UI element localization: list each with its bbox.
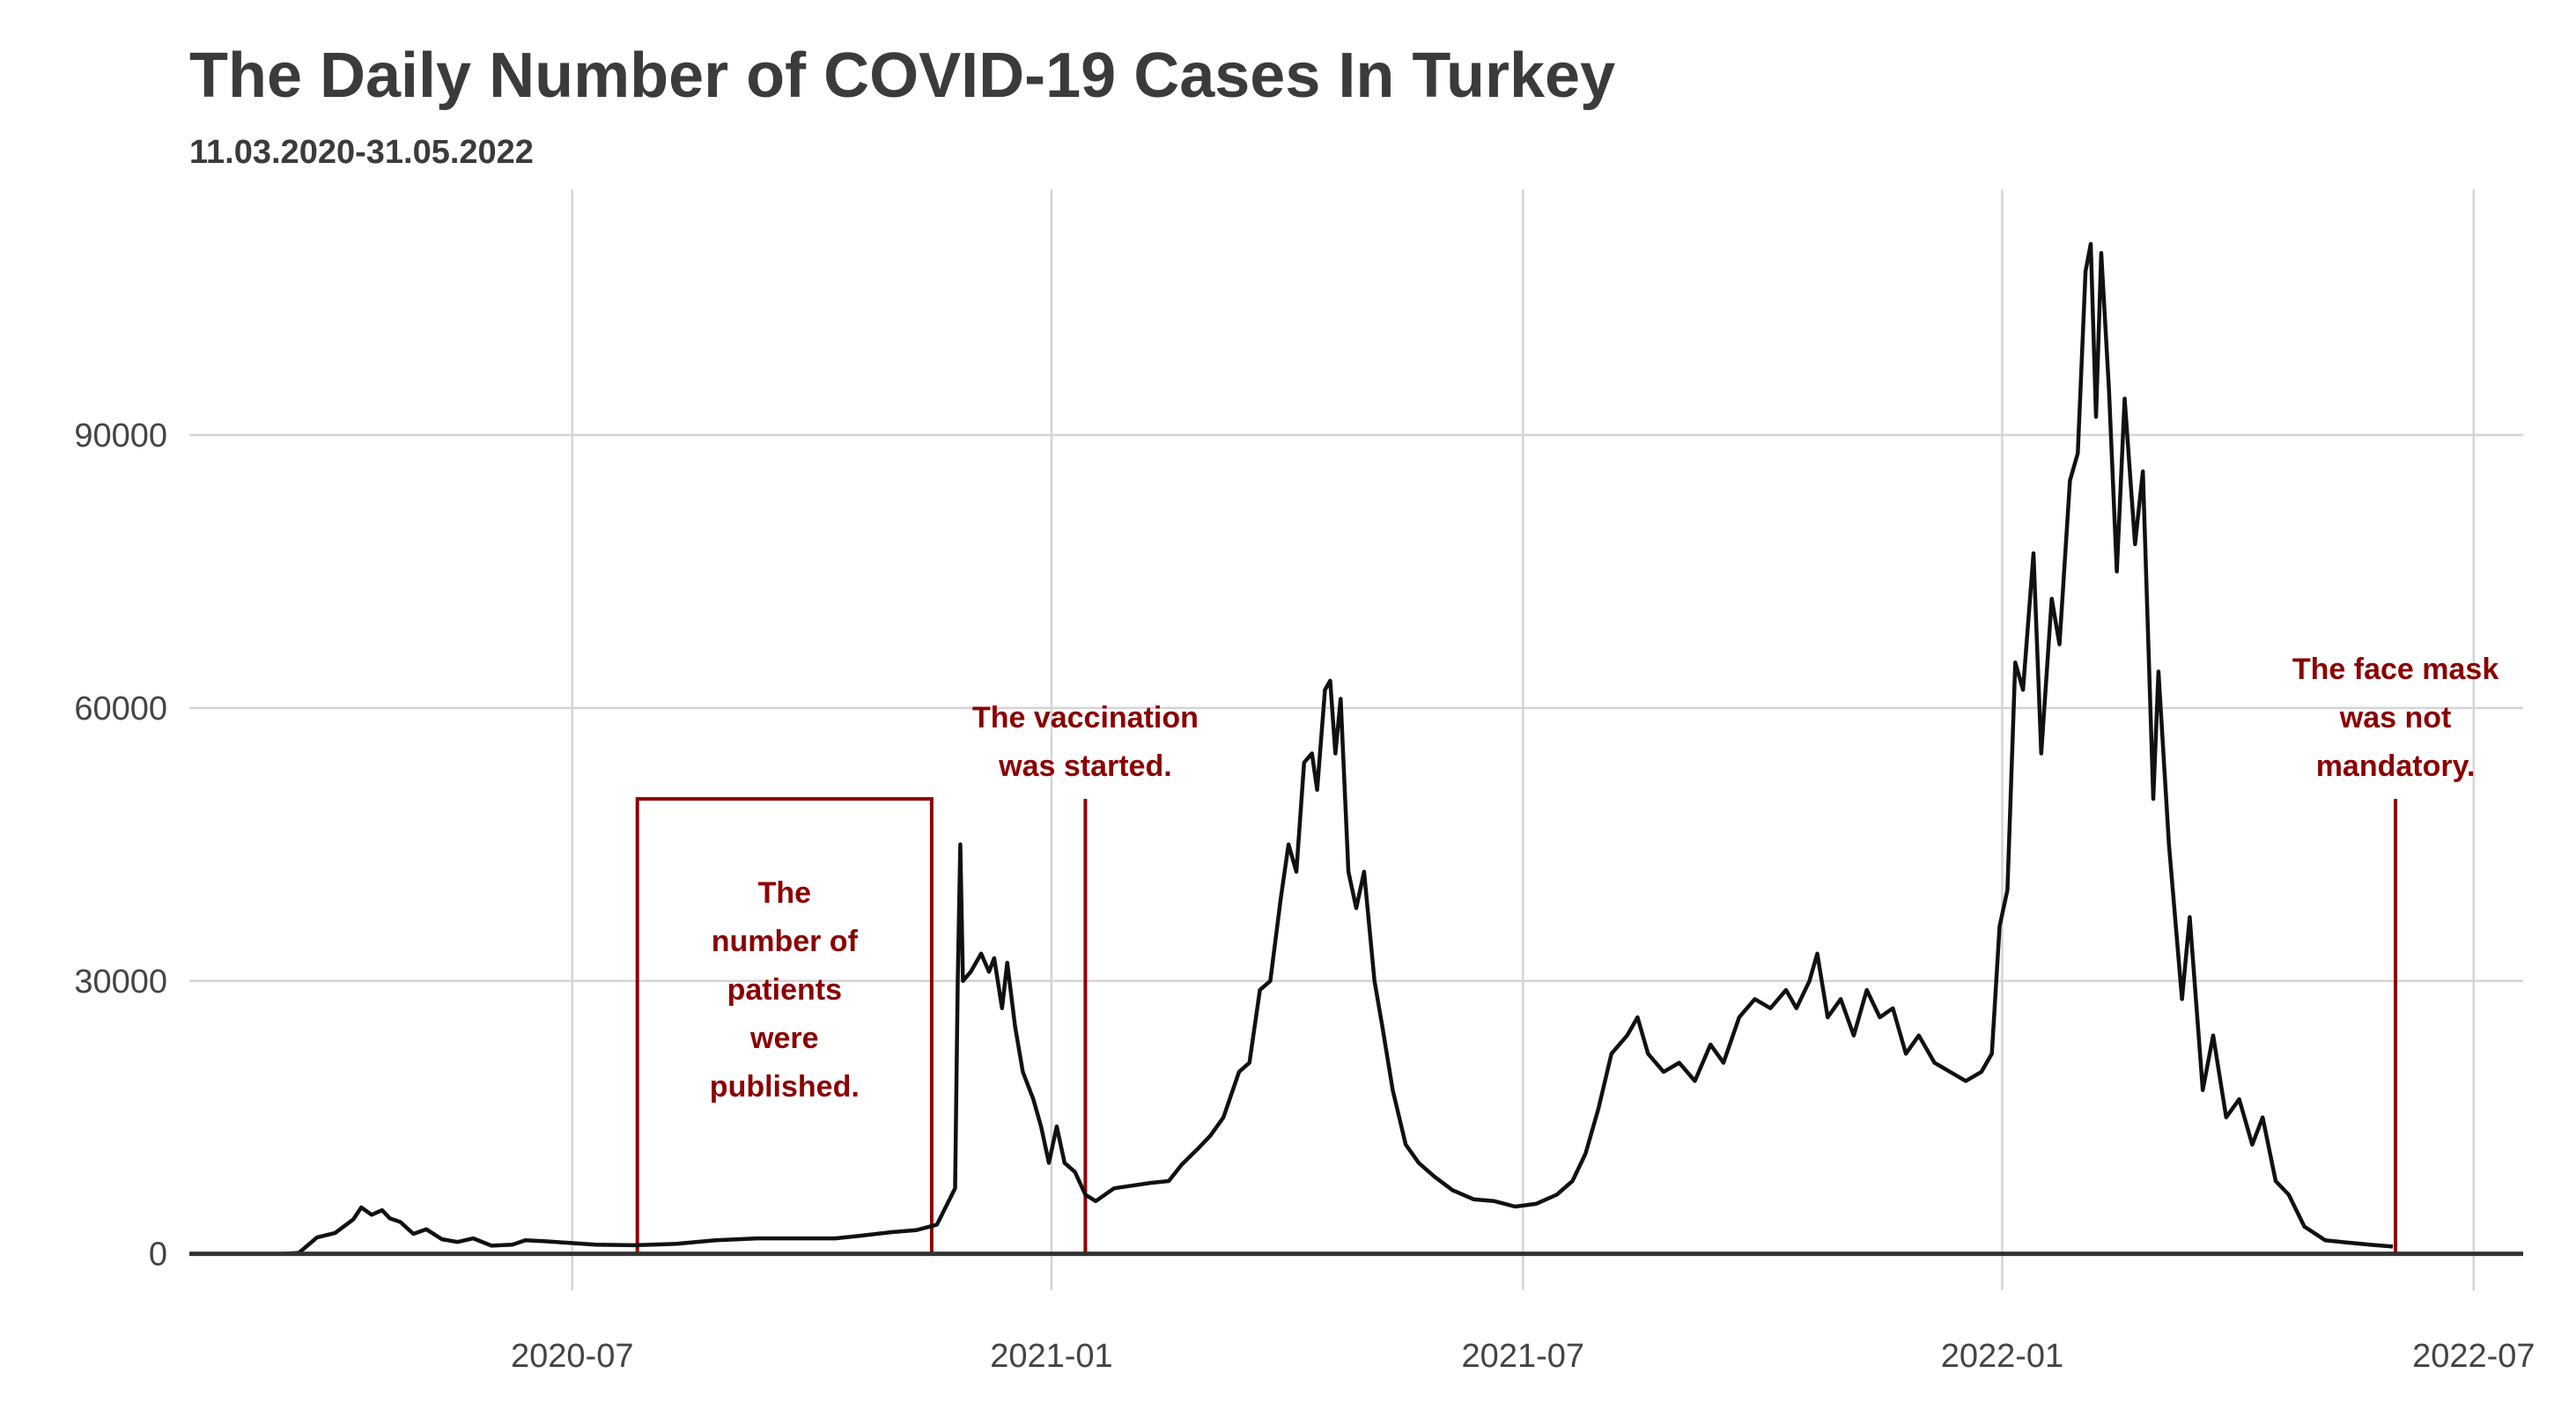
x-tick-label: 2021-01 [990, 1338, 1112, 1375]
series-line [280, 241, 2394, 1256]
annotation-label: The vaccination [972, 701, 1199, 735]
annotation-label: mandatory. [2316, 749, 2476, 783]
y-tick-label: 0 [149, 1237, 167, 1274]
y-tick-label: 30000 [74, 964, 167, 1000]
y-tick-label: 60000 [74, 690, 167, 727]
chart-title: The Daily Number of COVID-19 Cases In Tu… [189, 41, 1615, 111]
annotations: The number of patients were published. The va… [635, 653, 2498, 1254]
series-layer [280, 241, 2394, 1256]
x-tick-label: 2020-07 [511, 1338, 633, 1375]
annotation-label: patients [727, 973, 842, 1007]
axes: 0 30000 60000 90000 2020-07 2021-01 2021-07 202… [74, 417, 2535, 1375]
grid [189, 189, 2523, 1290]
annotation-label: number of [712, 925, 859, 958]
x-tick-label: 2022-07 [2412, 1338, 2535, 1375]
annotation-label: were [749, 1022, 819, 1055]
chart-subtitle: 11.03.2020-31.05.2022 [189, 134, 534, 171]
annotation-label: The [758, 876, 811, 910]
annotation-box [635, 797, 934, 1254]
annotation-label: The face mask [2292, 653, 2498, 686]
y-tick-label: 90000 [74, 417, 167, 454]
annotation-label: published. [710, 1070, 860, 1104]
annotation-label: was not [2339, 701, 2452, 735]
annotation-label: was started. [998, 749, 1172, 783]
x-tick-label: 2021-07 [1462, 1338, 1584, 1375]
x-tick-label: 2022-01 [1941, 1338, 2063, 1375]
